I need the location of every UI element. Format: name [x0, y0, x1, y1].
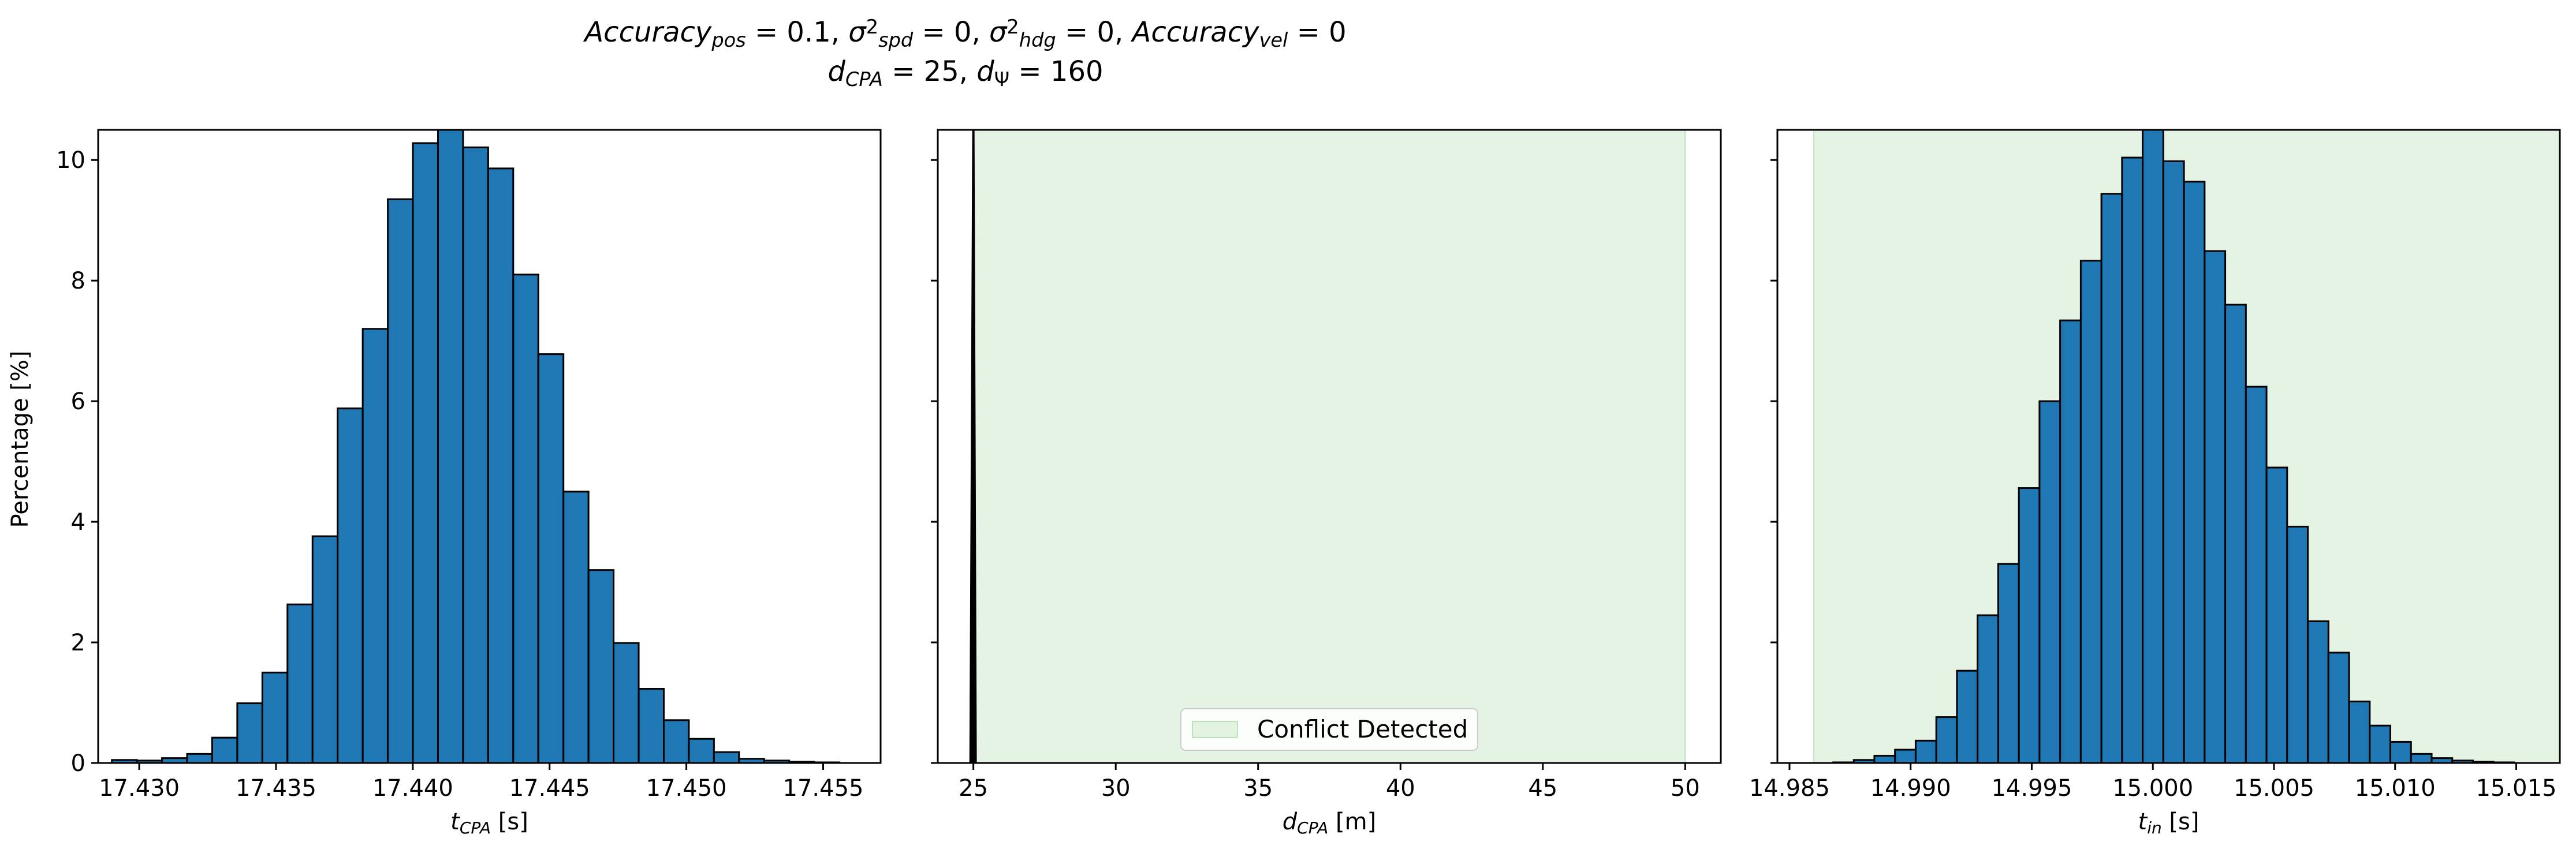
plot-area — [111, 130, 841, 763]
panel-tin-histogram: 14.985 14.990 14.995 15.000 15.005 15.010 15.0… — [1749, 129, 2561, 837]
histogram-bar — [1914, 739, 1937, 763]
histogram-bar — [2183, 181, 2206, 763]
histogram-bar — [1894, 749, 1917, 763]
figure-title-line-1: Accuracypos = 0.1, σ2spd = 0, σ2hdg = 0,… — [583, 16, 1346, 51]
y-tick-label: 6 — [71, 388, 85, 415]
histogram-bar — [387, 198, 414, 763]
x-tick-label: 15.000 — [2112, 775, 2193, 802]
panel-dcpa-distribution: 25 30 35 40 45 50 dCPA [m] Conflict Detected — [931, 129, 1722, 837]
histogram-bar — [2245, 386, 2268, 763]
x-tick-label: 17.435 — [236, 775, 316, 802]
histogram-bar — [2286, 525, 2309, 763]
x-tick-label: 15.010 — [2355, 775, 2436, 802]
x-axis-label: tin [s] — [2138, 809, 2200, 837]
x-tick-label: 15.015 — [2476, 775, 2557, 802]
plot-area — [1813, 130, 2560, 763]
histogram-bar — [462, 146, 489, 763]
histogram-bar — [2348, 700, 2371, 763]
histogram-bar — [186, 753, 213, 763]
y-tick-label: 2 — [71, 630, 85, 656]
x-tick-label: 25 — [959, 775, 988, 802]
histogram-bar — [688, 738, 715, 763]
histogram-bar — [2079, 260, 2102, 763]
x-tick-label: 50 — [1671, 775, 1700, 802]
histogram-bar — [2100, 193, 2123, 763]
x-tick-label: 35 — [1243, 775, 1273, 802]
y-tick-label: 10 — [56, 147, 85, 174]
histogram-bar — [236, 702, 263, 763]
histogram-bar — [1873, 754, 1896, 763]
x-tick-label: 14.985 — [1749, 775, 1830, 802]
x-tick-label: 15.005 — [2234, 775, 2314, 802]
x-tick-label: 17.445 — [509, 775, 590, 802]
histogram-bar — [2038, 400, 2061, 763]
histogram-bar — [662, 719, 690, 763]
legend-swatch — [1192, 721, 1238, 738]
histogram-bar — [512, 274, 539, 763]
x-tick-label: 17.455 — [783, 775, 864, 802]
histogram-bar — [638, 687, 665, 763]
histogram-bar — [2121, 156, 2144, 763]
conflict-detected-band — [973, 130, 1686, 763]
histogram-bar — [613, 642, 640, 763]
histogram-bar — [286, 603, 314, 763]
x-tick-label: 14.990 — [1870, 775, 1951, 802]
histogram-bar — [1956, 669, 1979, 763]
y-tick-label: 4 — [71, 509, 85, 536]
panel-tcpa-histogram: 17.430 17.435 17.440 17.445 17.450 17.455 0 2 4 6… — [56, 129, 882, 837]
histogram-bar — [2410, 753, 2433, 763]
histogram-bar — [562, 491, 590, 763]
x-tick-label: 17.450 — [646, 775, 727, 802]
histogram-bar — [2059, 319, 2082, 763]
x-tick-label: 45 — [1528, 775, 1557, 802]
histogram-bar — [211, 736, 238, 763]
axes-frame — [937, 129, 1722, 764]
histogram-bar — [487, 167, 515, 763]
histogram-bar — [311, 535, 339, 763]
plot-area — [969, 130, 1686, 763]
histogram-bar — [1997, 563, 2020, 763]
dcpa-distribution-spike — [969, 130, 977, 763]
histogram-bar — [337, 407, 364, 763]
axes-frame — [1776, 129, 2561, 764]
histogram-bar — [1935, 716, 1958, 763]
histogram-bar — [2389, 740, 2412, 763]
axes-frame — [97, 129, 882, 764]
histogram-bar — [2162, 160, 2185, 763]
histogram-bar — [2307, 620, 2329, 763]
histogram-bar — [2327, 652, 2350, 763]
histogram-bar — [587, 569, 615, 763]
y-axis-label: Percentage [%] — [7, 351, 33, 528]
histogram-bar — [437, 130, 464, 763]
histogram-bar — [261, 671, 289, 763]
y-tick-label: 8 — [71, 268, 85, 294]
histogram-bar — [2142, 130, 2164, 763]
histogram-bar — [2224, 304, 2247, 763]
histogram-bar — [361, 328, 389, 763]
histogram-bar — [537, 353, 565, 763]
x-tick-label: 14.995 — [1991, 775, 2072, 802]
histogram-bar — [2018, 487, 2041, 763]
histogram-bar — [713, 751, 740, 763]
x-tick-label: 17.440 — [372, 775, 453, 802]
x-tick-label: 17.430 — [99, 775, 180, 802]
x-axis-label: tCPA [s] — [450, 809, 528, 837]
x-axis-label: dCPA [m] — [1283, 809, 1376, 837]
legend-label: Conflict Detected — [1257, 715, 1468, 743]
histogram-bar — [1977, 614, 1999, 763]
histogram-bar — [412, 142, 439, 763]
histogram-bar — [2204, 250, 2227, 763]
x-tick-label: 40 — [1386, 775, 1415, 802]
x-tick-label: 30 — [1101, 775, 1131, 802]
legend: Conflict Detected — [1180, 708, 1478, 751]
y-tick-label: 0 — [71, 750, 85, 777]
histogram-bar — [2369, 724, 2392, 763]
histogram-bar — [2265, 466, 2288, 763]
figure-title-line-2: dCPA = 25, dΨ = 160 — [827, 55, 1103, 91]
